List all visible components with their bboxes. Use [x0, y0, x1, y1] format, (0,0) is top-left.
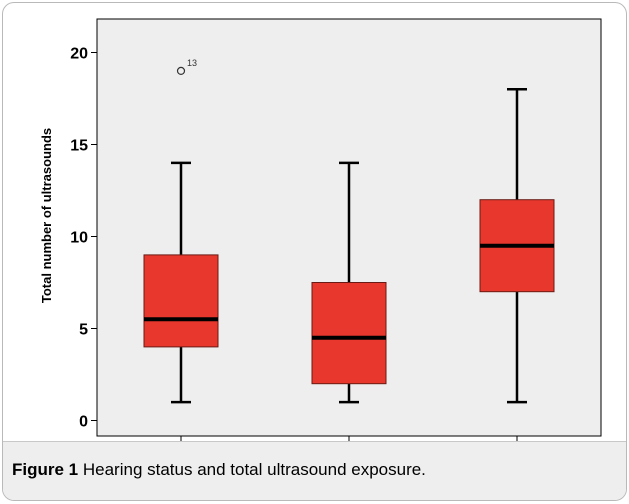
box — [143, 254, 219, 348]
y-tick-label: 20 — [70, 46, 88, 63]
y-axis-label: Total number of ultrasounds — [39, 128, 54, 303]
figure-caption: Figure 1 Hearing status and total ultras… — [3, 441, 626, 500]
caption-body: Hearing status and total ultrasound expo… — [82, 460, 426, 479]
caption-text: Figure 1 Hearing status and total ultras… — [12, 460, 426, 480]
caption-label: Figure 1 — [12, 460, 79, 479]
box — [311, 282, 387, 385]
outlier-point — [176, 66, 186, 76]
y-tick-label: 10 — [70, 230, 88, 247]
y-tick-label: 15 — [70, 138, 88, 155]
y-tick-label: 0 — [79, 414, 88, 431]
y-tick-label: 5 — [79, 322, 88, 339]
outlier-label: 13 — [187, 58, 197, 68]
